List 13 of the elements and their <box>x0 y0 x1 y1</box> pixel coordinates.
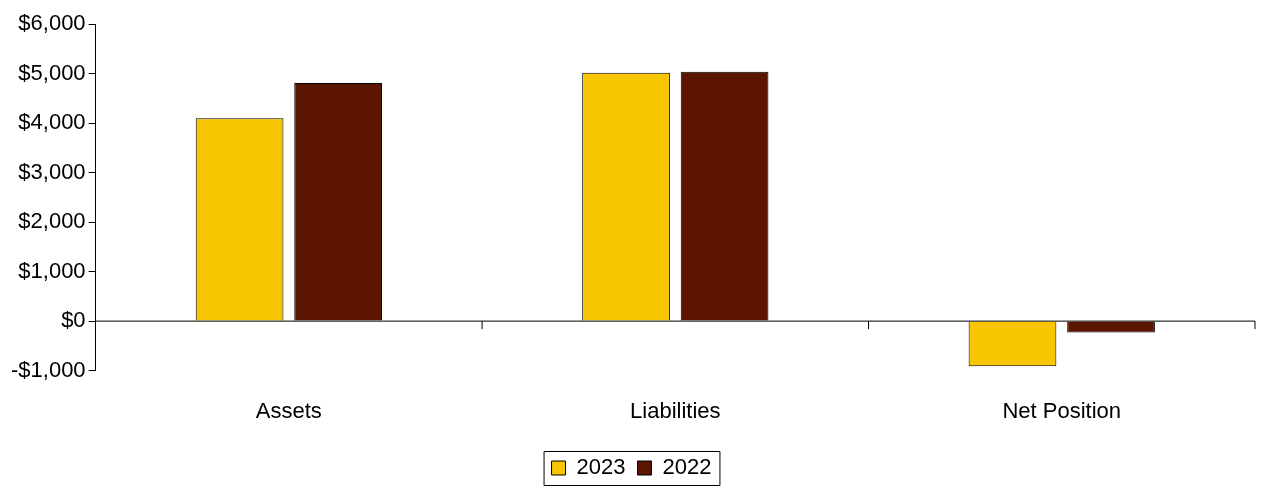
legend-label: 2022 <box>662 454 712 480</box>
y-tick-label: $5,000 <box>18 59 86 85</box>
y-tick-label: $4,000 <box>18 109 86 135</box>
x-tick-label: Assets <box>255 397 322 423</box>
legend-label: 2023 <box>576 454 626 480</box>
x-tick-label: Net Position <box>1002 397 1122 423</box>
x-tick-label: Liabilities <box>630 397 721 423</box>
y-tick-label: $3,000 <box>18 158 86 184</box>
y-tick-label: -$1,000 <box>10 356 86 382</box>
y-tick-label: $6,000 <box>18 10 86 36</box>
y-tick-label: $0 <box>61 307 86 333</box>
y-tick-label: $2,000 <box>18 208 86 234</box>
y-tick-label: $1,000 <box>18 257 86 283</box>
